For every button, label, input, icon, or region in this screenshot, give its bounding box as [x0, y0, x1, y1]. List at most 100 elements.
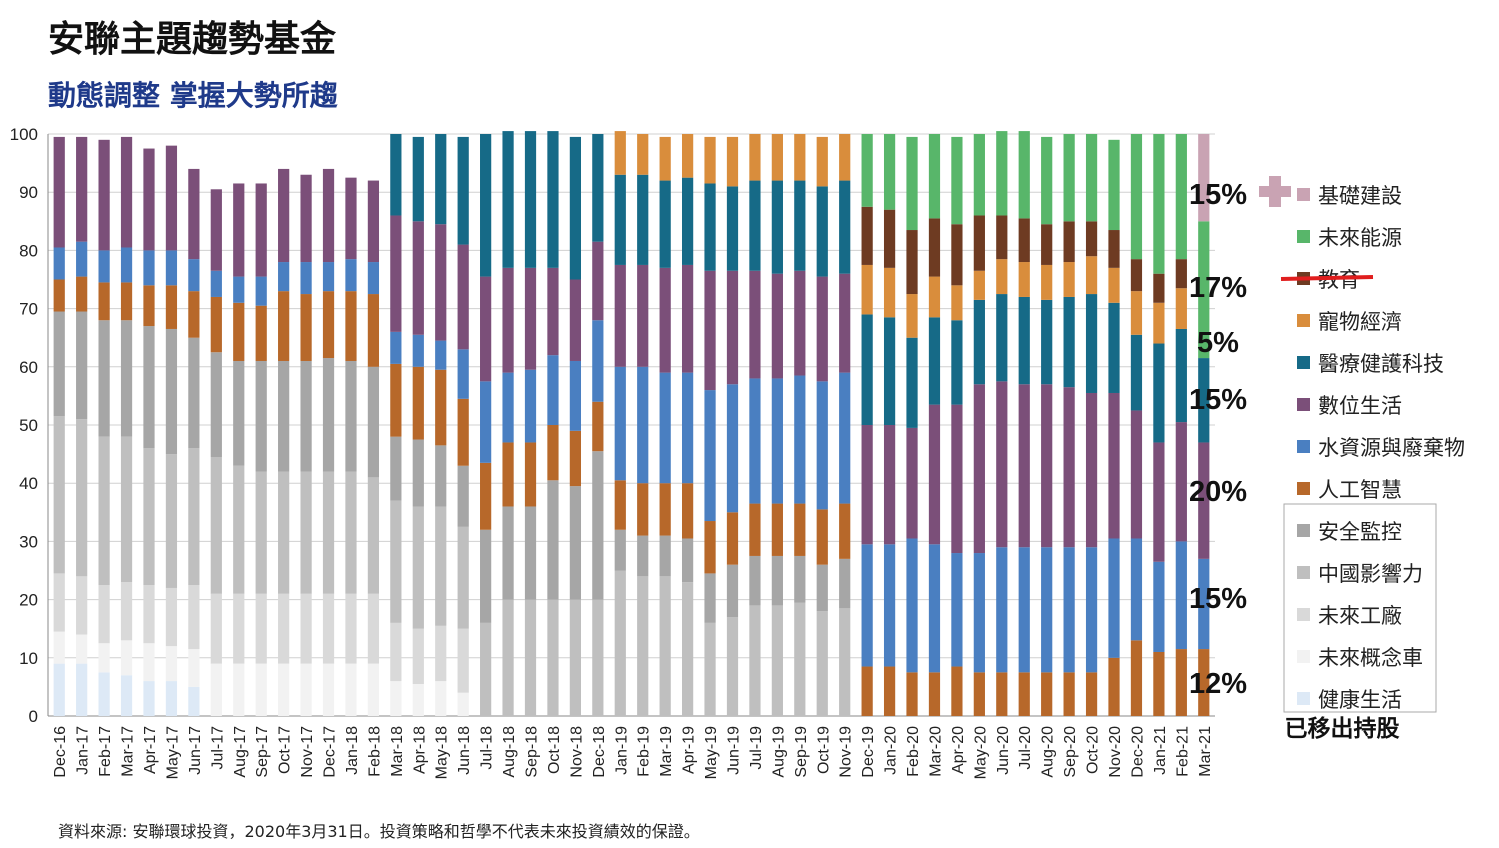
y-tick-label: 50	[19, 416, 38, 435]
x-tick-label: Sep-20	[1062, 726, 1079, 778]
bar-segment	[996, 672, 1008, 716]
bar-segment	[210, 189, 222, 271]
bar-segment	[681, 134, 694, 178]
bar-segment	[749, 555, 761, 606]
bar-segment	[367, 477, 380, 594]
bar-segment	[771, 180, 783, 274]
bar-segment	[928, 276, 941, 318]
bar-segment	[322, 593, 335, 664]
x-tick-label: Sep-18	[524, 726, 541, 778]
bar-segment	[412, 136, 424, 222]
bar-segment	[592, 320, 604, 402]
bar-segment	[98, 436, 110, 586]
bar-segment	[839, 558, 851, 609]
bar-segment	[165, 285, 178, 329]
legend-label: 安全監控	[1318, 521, 1402, 544]
bar-segment	[749, 605, 761, 716]
bar-segment	[120, 640, 133, 676]
bar-segment	[906, 337, 918, 428]
x-tick-label: Nov-20	[1107, 726, 1124, 778]
page-subtitle: 動態調整 掌握大勢所趨	[48, 79, 338, 112]
bar-segment	[816, 509, 828, 565]
bar-segment	[547, 355, 559, 425]
x-tick-label: Jun-17	[187, 726, 204, 775]
bar-segment	[165, 250, 178, 286]
bar-segment	[233, 276, 245, 303]
legend-swatch	[1297, 692, 1310, 705]
bar-segment	[839, 372, 851, 504]
bar-segment	[1018, 547, 1030, 673]
bar-segment	[749, 270, 761, 379]
bar-segment	[681, 372, 694, 484]
bar-segment	[278, 168, 290, 263]
bar-segment	[367, 294, 380, 367]
bar-segment	[906, 136, 918, 231]
bar-segment	[681, 177, 694, 265]
legend-label: 健康生活	[1318, 689, 1402, 712]
x-tick-label: Feb-20	[905, 726, 922, 777]
removed-holdings-label: 已移出持股	[1285, 715, 1400, 741]
x-tick-label: Feb-18	[366, 726, 383, 777]
bar-segment	[53, 573, 65, 632]
bar-segment	[637, 264, 649, 367]
bar-segment	[614, 366, 626, 481]
bar-segment	[502, 599, 514, 716]
bar-segment	[569, 599, 582, 716]
bar-segment	[816, 381, 828, 510]
bar-segment	[569, 360, 582, 431]
bar-segment	[996, 547, 1008, 673]
legend-label: 數位生活	[1318, 395, 1402, 418]
bar-segment	[794, 555, 806, 603]
y-tick-label: 90	[19, 183, 38, 202]
bar-segment	[345, 177, 357, 260]
bar-segment	[816, 611, 828, 716]
bar-segment	[165, 454, 178, 588]
bar-segment	[233, 183, 245, 277]
bar-segment	[547, 131, 559, 268]
x-tick-label: Mar-19	[658, 726, 675, 777]
bar-segment	[1018, 218, 1030, 263]
bar-segment	[614, 264, 626, 367]
bar-segment	[794, 375, 806, 504]
bar-segment	[120, 582, 133, 641]
bar-segment	[928, 134, 941, 219]
bar-segment	[951, 666, 963, 716]
x-tick-label: May-18	[434, 726, 451, 779]
percent-annotation: 12%	[1189, 668, 1247, 700]
bar-segment	[345, 360, 357, 472]
bar-segment	[322, 471, 335, 594]
bar-segment	[861, 666, 873, 716]
bar-segment	[1108, 657, 1120, 716]
bar-segment	[973, 270, 985, 300]
bar-segment	[681, 582, 694, 716]
percent-annotation: 20%	[1189, 476, 1247, 508]
x-tick-label: Oct-19	[815, 726, 832, 774]
bar-segment	[659, 576, 671, 716]
bar-segment	[255, 593, 267, 664]
bar-segment	[928, 544, 941, 673]
x-tick-label: Mar-20	[927, 726, 944, 777]
bar-segment	[278, 262, 290, 292]
y-tick-label: 70	[19, 300, 38, 319]
bar-segment	[435, 134, 447, 225]
bar-segment	[76, 419, 88, 577]
bar-segment	[1018, 672, 1030, 716]
bar-segment	[53, 631, 65, 664]
bar-segment	[457, 244, 469, 350]
y-tick-label: 80	[19, 241, 38, 260]
bar-segment	[973, 384, 985, 554]
bar-segment	[749, 503, 761, 556]
bar-segment	[659, 136, 671, 181]
bar-segment	[76, 634, 88, 664]
bar-segment	[637, 174, 649, 265]
page-title: 安聯主題趨勢基金	[48, 19, 337, 60]
bar-segment	[457, 692, 469, 716]
bar-segment	[76, 241, 88, 277]
bar-segment	[322, 168, 335, 263]
bar-segment	[1063, 672, 1075, 716]
x-tick-label: Jul-20	[1017, 726, 1034, 770]
bar-segment	[1085, 392, 1098, 548]
bar-segment	[98, 672, 110, 716]
bar-segment	[53, 279, 65, 312]
